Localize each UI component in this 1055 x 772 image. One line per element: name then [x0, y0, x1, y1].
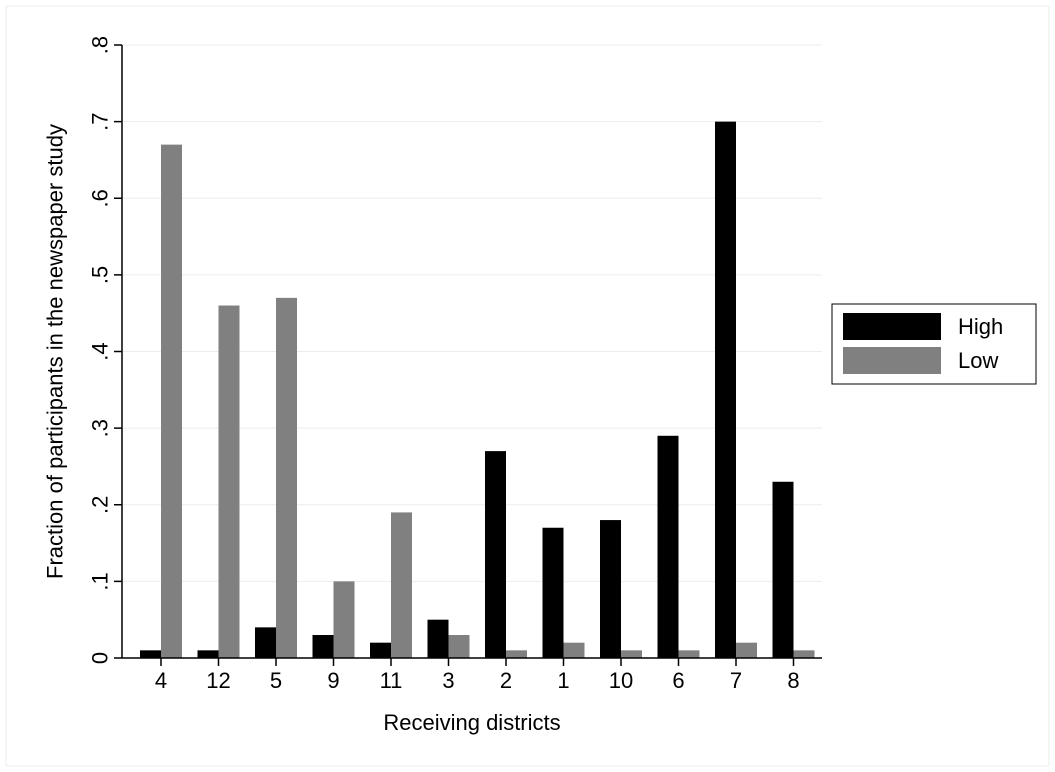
- bar-high-11: [370, 642, 391, 658]
- bar-high-12: [197, 650, 219, 658]
- bar-high-8: [772, 481, 794, 658]
- y-tick-label-6: .6: [88, 189, 113, 207]
- x-tick-label-8: 8: [787, 668, 799, 693]
- bar-low-9: [333, 581, 355, 658]
- x-tick-label-11: 11: [380, 668, 403, 693]
- bar-low-7: [736, 642, 757, 658]
- y-tick-label-8: .8: [88, 36, 113, 54]
- bars: [140, 121, 815, 659]
- x-tick-label-9: 9: [327, 668, 339, 693]
- bar-high-6: [657, 435, 679, 658]
- legend-swatch-low: [843, 347, 941, 374]
- x-tick-label-7: 7: [730, 668, 742, 693]
- y-tick-label-5: .5: [88, 266, 113, 284]
- x-axis-title: Receiving districts: [383, 710, 560, 735]
- bar-low-12: [218, 305, 240, 658]
- x-tick-label-6: 6: [672, 668, 684, 693]
- x-tick-label-3: 3: [442, 668, 454, 693]
- bar-low-5: [276, 297, 297, 658]
- x-tick-label-2: 2: [500, 668, 512, 693]
- bar-low-11: [391, 512, 412, 658]
- bar-low-1: [563, 642, 585, 658]
- legend: High Low: [831, 303, 1037, 385]
- bar-low-8: [793, 650, 815, 658]
- x-tick-label-4: 4: [155, 668, 167, 693]
- legend-label-low: Low: [958, 348, 998, 373]
- y-tick-label-0: 0: [88, 652, 113, 664]
- x-tick-label-1: 1: [557, 668, 569, 693]
- bar-low-10: [621, 650, 642, 658]
- bar-high-4: [140, 650, 161, 658]
- y-tick-label-2: .2: [88, 496, 113, 514]
- bar-low-2: [506, 650, 527, 658]
- y-ticks: 0 .1 .2 .3 .4 .5 .6 .7 .8: [88, 36, 122, 664]
- bar-high-3: [427, 619, 449, 658]
- bar-low-3: [448, 635, 470, 658]
- bar-high-7: [715, 121, 736, 658]
- y-tick-label-1: .1: [88, 572, 113, 590]
- bar-high-2: [485, 451, 506, 658]
- bar-high-9: [312, 635, 334, 658]
- x-tick-label-5: 5: [270, 668, 282, 693]
- x-ticks: 4 12 5 9 11 3 2 1 10 6 7 8: [155, 658, 800, 693]
- x-tick-label-10: 10: [609, 668, 633, 693]
- bar-low-6: [678, 650, 700, 658]
- bar-low-4: [161, 144, 182, 659]
- y-tick-label-3: .3: [88, 419, 113, 437]
- bar-high-5: [255, 627, 276, 658]
- x-tick-label-12: 12: [206, 668, 230, 693]
- y-tick-label-7: .7: [88, 112, 113, 130]
- bar-high-10: [600, 520, 621, 658]
- y-axis-title: Fraction of participants in the newspape…: [43, 124, 68, 579]
- y-tick-label-4: .4: [88, 342, 113, 360]
- legend-label-high: High: [958, 314, 1003, 339]
- legend-swatch-high: [843, 313, 941, 340]
- bar-high-1: [542, 527, 564, 658]
